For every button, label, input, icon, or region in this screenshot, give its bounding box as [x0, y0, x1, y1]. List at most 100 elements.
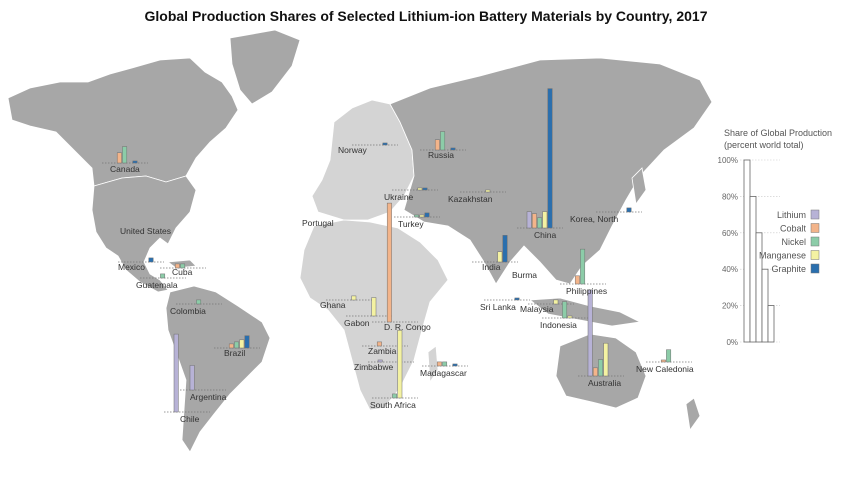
country-label: Kazakhstan [448, 194, 493, 204]
bar-cobalt-australia [592, 367, 598, 377]
legend-swatch-lithium [810, 209, 820, 220]
bar-group-south-africa [372, 330, 418, 399]
legend-label-manganese: Manganese [759, 251, 806, 261]
bar-manganese-china [542, 211, 548, 229]
bar-group-china [517, 88, 563, 229]
bar-cobalt-brazil [228, 343, 234, 349]
legend-swatch-graphite [810, 263, 820, 274]
country-label: Gabon [344, 318, 370, 328]
bar-graphite-mexico [148, 257, 154, 263]
country-label: China [534, 230, 556, 240]
bar-nickel-russia [440, 131, 446, 151]
bar-cobalt-russia [434, 139, 440, 151]
bar-manganese-ukraine [417, 187, 423, 191]
country-labels-layer: Canada United States Mexico Cuba Guatemala Co… [110, 145, 694, 424]
legend-label-lithium: Lithium [777, 210, 806, 220]
country-label: Chile [180, 414, 200, 424]
legend-label-graphite: Graphite [771, 264, 806, 274]
bars-layer [102, 88, 692, 413]
country-label: Guatemala [136, 280, 178, 290]
bar-cobalt-d-r-congo [386, 202, 392, 323]
bar-graphite-ukraine [422, 187, 428, 191]
bar-nickel-turkey [414, 214, 420, 218]
country-label: Canada [110, 164, 140, 174]
bar-group-malaysia [528, 299, 574, 305]
bar-nickel-china [537, 217, 543, 229]
bar-nickel-madagascar [442, 361, 448, 367]
scale-tick-label: 60% [722, 229, 738, 238]
bar-group-ghana [326, 295, 372, 301]
bar-manganese-kazakhstan [485, 189, 491, 193]
bar-nickel-canada [122, 146, 128, 164]
scale-bar [767, 305, 775, 343]
bar-lithium-chile [173, 333, 179, 413]
bar-group-sri-lanka [484, 297, 530, 301]
bar-group-india [472, 235, 518, 263]
bar-group-chile [164, 333, 210, 413]
bar-group-d-r-congo [372, 202, 418, 323]
landmass-southeast-asia-islands [528, 297, 642, 327]
legend-swatch-nickel [810, 236, 820, 247]
scale-bar [761, 268, 769, 343]
bar-cobalt-philippines [574, 275, 580, 285]
country-label: Zambia [368, 346, 397, 356]
bar-graphite-canada [132, 160, 138, 164]
bar-graphite-korea-north [626, 207, 632, 213]
country-label: United States [120, 226, 171, 236]
bar-graphite-turkey [424, 212, 430, 218]
legend-label-nickel: Nickel [781, 237, 806, 247]
legend-subheading: (percent world total) [724, 140, 804, 150]
country-label: Brazil [224, 348, 245, 358]
bar-graphite-india [502, 235, 508, 263]
bar-group-zambia [362, 341, 408, 347]
scale-tick-label: 100% [718, 156, 738, 165]
bar-group-russia [420, 131, 466, 151]
bar-group-new-caledonia [646, 349, 692, 363]
landmass-madagascar [427, 345, 439, 384]
bar-nickel-colombia [196, 299, 202, 305]
landmass-europe [311, 99, 415, 221]
bar-group-kazakhstan [460, 189, 506, 193]
bar-cobalt-new-caledonia [660, 359, 666, 363]
bar-manganese-indonesia [567, 315, 573, 319]
landmass-north-america-south [91, 175, 197, 293]
country-label: Sri Lanka [480, 302, 516, 312]
scale-bar [743, 159, 751, 343]
country-label: Philippines [566, 286, 607, 296]
scale-tick-label: 20% [722, 302, 738, 311]
map-title: Global Production Shares of Selected Lit… [144, 8, 708, 24]
country-label: Norway [338, 145, 368, 155]
bar-graphite-russia [450, 147, 456, 151]
bar-group-madagascar [422, 361, 468, 367]
bar-graphite-china [547, 88, 553, 229]
bar-manganese-ghana [351, 295, 357, 301]
bar-manganese-malaysia [553, 299, 559, 305]
bar-nickel-australia [598, 359, 604, 377]
country-label: South Africa [370, 400, 416, 410]
country-label: New Caledonia [636, 364, 694, 374]
country-label: Mexico [118, 262, 145, 272]
bar-group-philippines [560, 248, 606, 285]
landmass-greenland [229, 29, 301, 105]
bar-group-cuba [160, 263, 206, 269]
bar-cobalt-china [531, 213, 537, 229]
bar-manganese-turkey [419, 214, 425, 218]
bar-nickel-cuba [180, 263, 186, 269]
country-label: Indonesia [540, 320, 577, 330]
country-label: Portugal [302, 218, 334, 228]
bar-group-mexico [118, 257, 164, 263]
country-label: India [482, 262, 501, 272]
bar-manganese-south-africa [397, 330, 403, 399]
bar-nickel-indonesia [562, 301, 568, 319]
country-label: Colombia [170, 306, 206, 316]
bar-cobalt-canada [116, 152, 122, 164]
country-label: Korea, North [570, 214, 618, 224]
legend-label-cobalt: Cobalt [780, 224, 807, 234]
country-label: Ghana [320, 300, 346, 310]
country-label: Madagascar [420, 368, 467, 378]
bar-group-korea-north [596, 207, 642, 213]
bar-cobalt-zambia [376, 341, 382, 347]
bar-nickel-new-caledonia [666, 349, 672, 363]
bar-lithium-zimbabwe [377, 359, 383, 363]
